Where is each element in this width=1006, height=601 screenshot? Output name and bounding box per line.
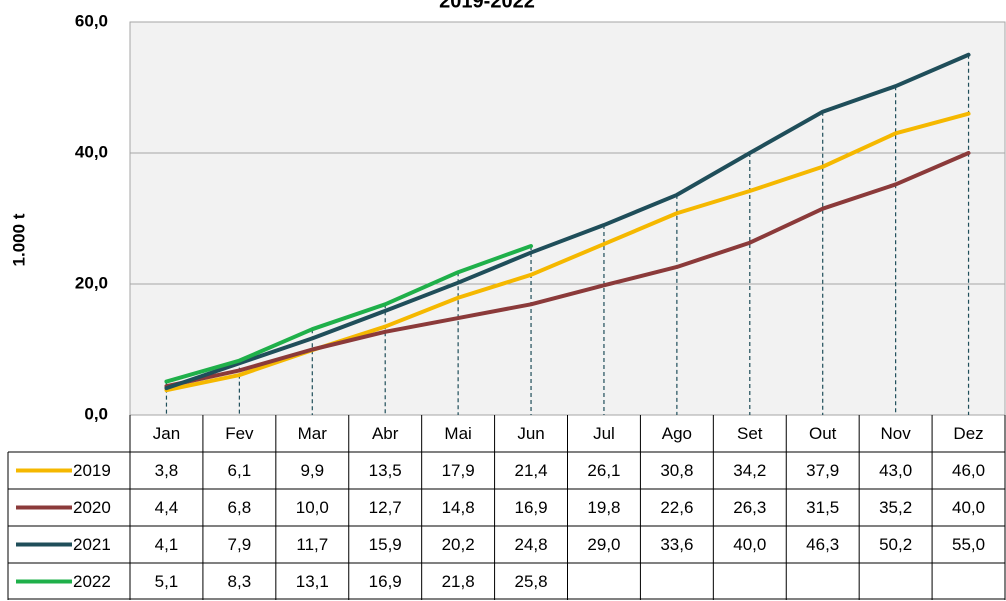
x-tick-label: Abr bbox=[372, 424, 399, 443]
table-value: 7,9 bbox=[228, 535, 252, 554]
series-line bbox=[164, 151, 971, 389]
table-value: 21,8 bbox=[442, 572, 475, 591]
table-value: 8,3 bbox=[228, 572, 252, 591]
table-value: 16,9 bbox=[369, 572, 402, 591]
legend-label: 2019 bbox=[73, 461, 111, 480]
table-value: 20,2 bbox=[442, 535, 475, 554]
table-value: 22,6 bbox=[660, 498, 693, 517]
y-tick-label: 40,0 bbox=[75, 142, 108, 161]
chart-title: 2019-2022 bbox=[439, 0, 535, 12]
table-value: 24,8 bbox=[514, 535, 547, 554]
table-value: 4,1 bbox=[155, 535, 179, 554]
y-axis-label: 1.000 t bbox=[9, 213, 28, 266]
table-value: 29,0 bbox=[587, 535, 620, 554]
table-value: 17,9 bbox=[442, 461, 475, 480]
series-line bbox=[164, 244, 534, 384]
table-value: 40,0 bbox=[952, 498, 985, 517]
x-tick-label: Jan bbox=[153, 424, 180, 443]
table-value: 3,8 bbox=[155, 461, 179, 480]
table-value: 50,2 bbox=[879, 535, 912, 554]
legend-label: 2020 bbox=[73, 498, 111, 517]
legend-label: 2021 bbox=[73, 535, 111, 554]
table-value: 26,3 bbox=[733, 498, 766, 517]
table-value: 16,9 bbox=[514, 498, 547, 517]
table-value: 35,2 bbox=[879, 498, 912, 517]
table-value: 26,1 bbox=[587, 461, 620, 480]
table-value: 12,7 bbox=[369, 498, 402, 517]
table-value: 40,0 bbox=[733, 535, 766, 554]
table-value: 37,9 bbox=[806, 461, 839, 480]
y-tick-label: 20,0 bbox=[75, 273, 108, 292]
x-tick-label: Nov bbox=[881, 424, 912, 443]
table-value: 34,2 bbox=[733, 461, 766, 480]
table-value: 6,8 bbox=[228, 498, 252, 517]
table-value: 19,8 bbox=[587, 498, 620, 517]
x-tick-label: Set bbox=[737, 424, 763, 443]
x-tick-label: Mar bbox=[298, 424, 328, 443]
table-value: 14,8 bbox=[442, 498, 475, 517]
x-tick-label: Fev bbox=[225, 424, 254, 443]
table-value: 33,6 bbox=[660, 535, 693, 554]
table-value: 31,5 bbox=[806, 498, 839, 517]
table-value: 13,1 bbox=[296, 572, 329, 591]
y-tick-label: 60,0 bbox=[75, 11, 108, 30]
table-value: 25,8 bbox=[514, 572, 547, 591]
x-tick-label: Jun bbox=[517, 424, 544, 443]
x-tick-label: Dez bbox=[953, 424, 983, 443]
x-tick-label: Ago bbox=[662, 424, 692, 443]
table-value: 46,3 bbox=[806, 535, 839, 554]
x-tick-label: Jul bbox=[593, 424, 615, 443]
table-value: 6,1 bbox=[228, 461, 252, 480]
table-value: 13,5 bbox=[369, 461, 402, 480]
table-value: 15,9 bbox=[369, 535, 402, 554]
table-value: 43,0 bbox=[879, 461, 912, 480]
table-value: 10,0 bbox=[296, 498, 329, 517]
table-value: 21,4 bbox=[514, 461, 547, 480]
x-tick-label: Mai bbox=[444, 424, 471, 443]
table-value: 9,9 bbox=[300, 461, 324, 480]
x-tick-label: Out bbox=[809, 424, 837, 443]
table-value: 46,0 bbox=[952, 461, 985, 480]
table-value: 55,0 bbox=[952, 535, 985, 554]
series-line bbox=[164, 52, 971, 391]
table-value: 4,4 bbox=[155, 498, 179, 517]
legend-label: 2022 bbox=[73, 572, 111, 591]
table-value: 11,7 bbox=[296, 535, 328, 554]
table-value: 5,1 bbox=[155, 572, 179, 591]
table-value: 30,8 bbox=[660, 461, 693, 480]
y-tick-label: 0,0 bbox=[84, 404, 108, 423]
